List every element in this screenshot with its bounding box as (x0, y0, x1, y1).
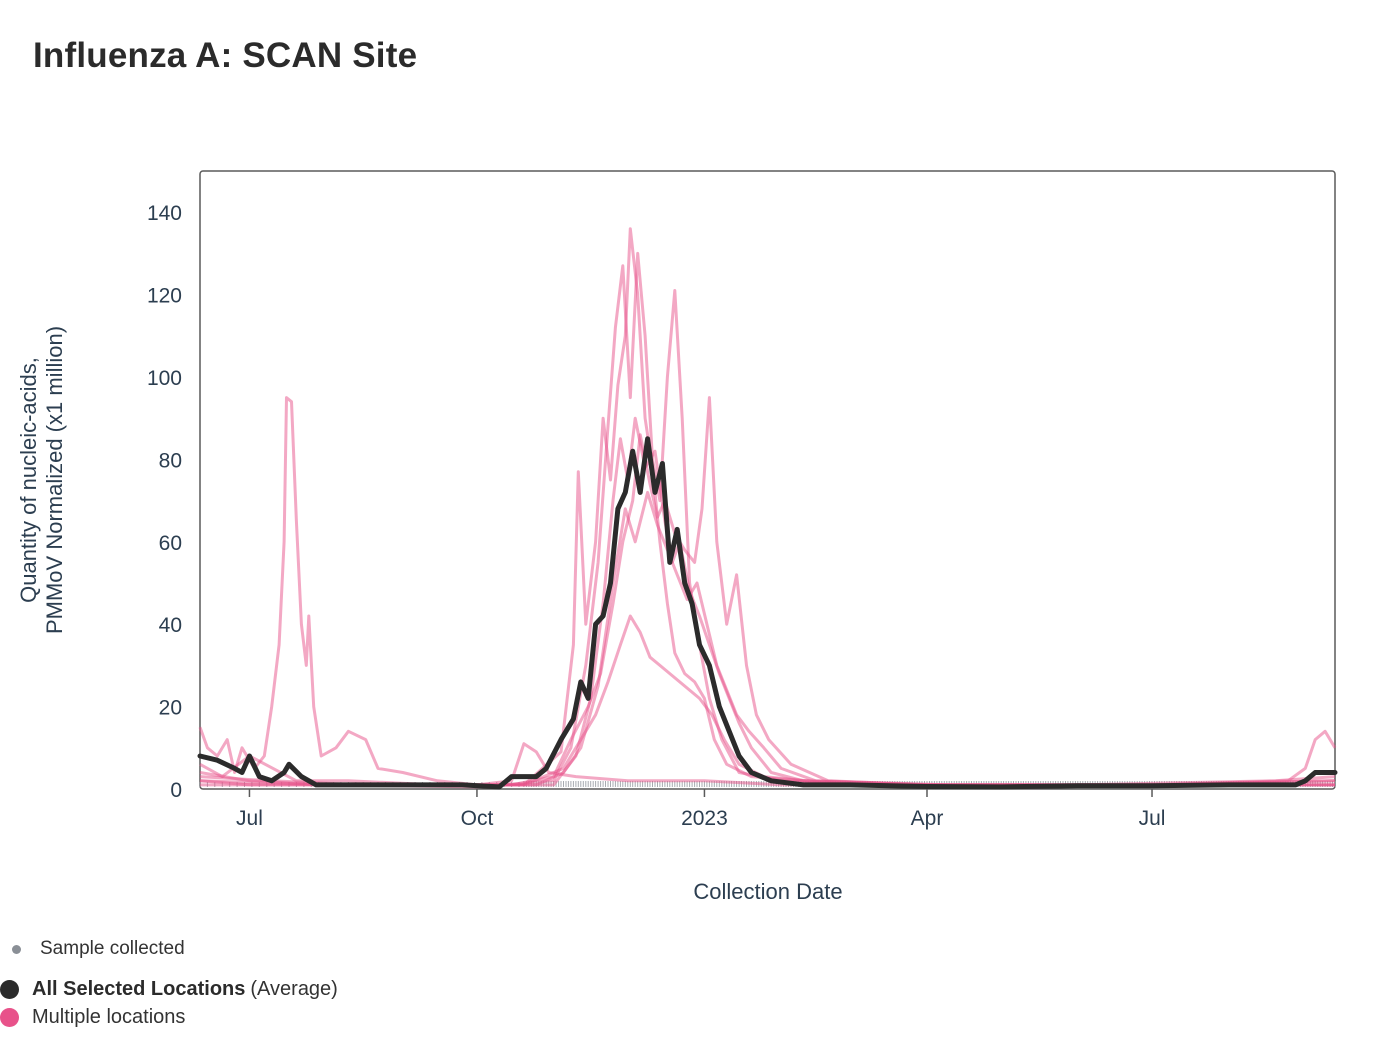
average-dot-icon (0, 980, 19, 999)
y-tick-label: 60 (159, 532, 182, 555)
x-axis-label: Collection Date (693, 879, 842, 904)
legend-sample-label: Sample collected (40, 938, 185, 959)
x-tick-label: Jul (1139, 807, 1166, 830)
x-axis: Jul Oct 2023 Apr Jul (236, 789, 1165, 830)
x-tick-label: 2023 (681, 807, 728, 830)
page-title: Influenza A: SCAN Site (33, 36, 418, 75)
x-tick-label: Jul (236, 807, 263, 830)
legend-item-average[interactable]: All Selected Locations (Average) (0, 978, 338, 1001)
legend-average-label: All Selected Locations (32, 978, 246, 1000)
legend-locations-label: Multiple locations (32, 1006, 186, 1028)
average-series-group (197, 436, 1338, 790)
y-tick-label: 20 (159, 697, 182, 720)
location-series-line-7[interactable] (199, 490, 1335, 787)
average-series-line[interactable] (197, 436, 1338, 790)
y-tick-label: 40 (159, 614, 182, 637)
locations-dot-icon (0, 1008, 19, 1027)
y-tick-label: 120 (147, 285, 182, 308)
y-axis: 0 20 40 60 80 100 120 140 (147, 202, 182, 802)
y-tick-label: 100 (147, 367, 182, 390)
y-axis-label-line-1: Quantity of nucleic-acids, (16, 357, 41, 603)
x-tick-label: Apr (911, 807, 944, 830)
legend-item-multiple-locations[interactable]: Multiple locations (0, 1006, 185, 1029)
legend-average-suffix: (Average) (250, 978, 338, 1000)
legend-item-sample[interactable]: Sample collected (12, 938, 185, 960)
plot-frame (199, 170, 1336, 790)
y-tick-label: 80 (159, 449, 182, 472)
y-axis-label: Quantity of nucleic-acids, PMMoV Normali… (16, 326, 67, 634)
y-tick-label: 140 (147, 202, 182, 225)
y-tick-label: 0 (170, 779, 182, 802)
x-tick-label: Oct (461, 807, 494, 830)
sample-dot-icon (12, 944, 21, 954)
plot-area (199, 170, 1336, 790)
y-axis-label-line-2: PMMoV Normalized (x1 million) (42, 326, 67, 634)
